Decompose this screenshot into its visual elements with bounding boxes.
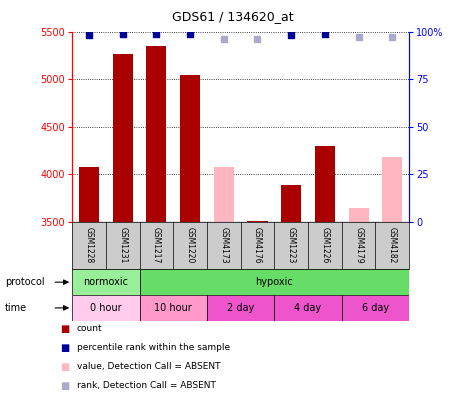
Text: GSM1223: GSM1223: [287, 227, 296, 264]
Bar: [342, 295, 409, 321]
Bar: [348, 208, 369, 222]
Bar: [113, 53, 133, 222]
Bar: [140, 269, 409, 295]
Bar: [146, 46, 166, 222]
Text: GSM1226: GSM1226: [320, 227, 329, 264]
Point: [153, 30, 160, 37]
Text: 0 hour: 0 hour: [90, 303, 122, 313]
Text: normoxic: normoxic: [83, 277, 128, 287]
Text: protocol: protocol: [5, 277, 44, 287]
Text: ■: ■: [60, 381, 70, 391]
Text: GSM4179: GSM4179: [354, 227, 363, 264]
Bar: [213, 167, 234, 222]
Text: GSM1231: GSM1231: [118, 227, 127, 264]
Text: GDS61 / 134620_at: GDS61 / 134620_at: [172, 10, 293, 23]
Point: [119, 30, 126, 37]
Point: [287, 32, 295, 39]
Bar: [180, 75, 200, 222]
Point: [254, 36, 261, 42]
Point: [355, 34, 362, 40]
Text: value, Detection Call = ABSENT: value, Detection Call = ABSENT: [77, 362, 220, 371]
Text: GSM4176: GSM4176: [253, 227, 262, 264]
Text: 2 day: 2 day: [227, 303, 254, 313]
Bar: [79, 167, 99, 222]
Bar: [247, 221, 267, 222]
Text: hypoxic: hypoxic: [255, 277, 293, 287]
Bar: [382, 157, 402, 222]
Text: GSM4182: GSM4182: [388, 227, 397, 264]
Point: [220, 36, 227, 42]
Text: rank, Detection Call = ABSENT: rank, Detection Call = ABSENT: [77, 381, 216, 390]
Bar: [72, 295, 140, 321]
Bar: [207, 295, 274, 321]
Text: 6 day: 6 day: [362, 303, 389, 313]
Bar: [315, 146, 335, 222]
Text: GSM1217: GSM1217: [152, 227, 161, 264]
Point: [186, 30, 194, 37]
Text: ■: ■: [60, 362, 70, 372]
Text: percentile rank within the sample: percentile rank within the sample: [77, 343, 230, 352]
Point: [85, 32, 93, 39]
Text: count: count: [77, 324, 102, 333]
Text: 10 hour: 10 hour: [154, 303, 192, 313]
Bar: [72, 269, 140, 295]
Text: GSM1228: GSM1228: [85, 227, 93, 264]
Text: GSM4173: GSM4173: [219, 227, 228, 264]
Point: [389, 34, 396, 40]
Point: [321, 30, 329, 37]
Bar: [140, 295, 207, 321]
Bar: [274, 295, 342, 321]
Text: ■: ■: [60, 343, 70, 353]
Text: time: time: [5, 303, 27, 313]
Text: ■: ■: [60, 324, 70, 334]
Text: 4 day: 4 day: [294, 303, 322, 313]
Text: GSM1220: GSM1220: [186, 227, 194, 264]
Bar: [281, 185, 301, 222]
